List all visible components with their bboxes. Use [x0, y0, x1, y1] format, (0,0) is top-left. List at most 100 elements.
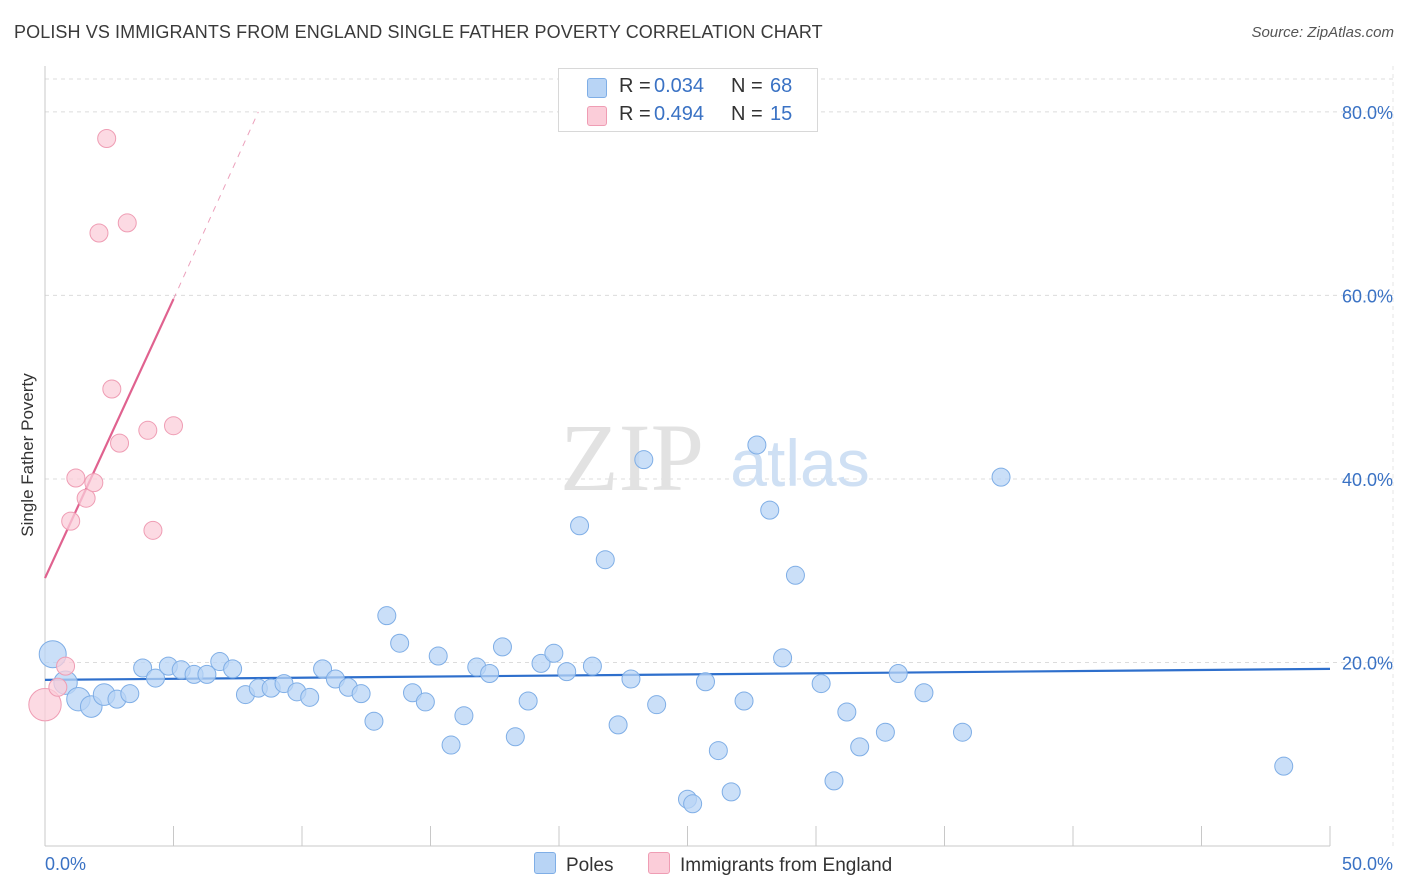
poles-point — [747, 435, 767, 455]
bottom-legend-poles: Poles — [534, 852, 614, 877]
poles-point — [197, 664, 217, 684]
england-point — [56, 656, 76, 676]
poles-point — [824, 771, 844, 791]
england-point — [117, 213, 137, 233]
poles-point — [518, 691, 538, 711]
legend-row-poles: R = 0.034 N = 68 — [559, 73, 817, 101]
poles-point — [760, 500, 780, 520]
poles-point — [595, 550, 615, 570]
poles-point — [557, 662, 577, 682]
poles-point — [377, 606, 397, 626]
chart-title: POLISH VS IMMIGRANTS FROM ENGLAND SINGLE… — [14, 22, 823, 42]
gridlines — [45, 66, 1394, 846]
watermark: ZIP atlas — [560, 404, 870, 511]
legend-r-value: 0.494 — [654, 103, 705, 125]
poles-point — [914, 683, 934, 703]
poles-point — [428, 646, 448, 666]
legend-n-label: N = — [731, 75, 763, 97]
poles-point — [773, 648, 793, 668]
poles-point — [415, 692, 435, 712]
poles-point — [647, 695, 667, 715]
poles-point — [811, 674, 831, 694]
poles-point — [734, 691, 754, 711]
y-tick-label: 80.0% — [1342, 103, 1393, 123]
poles-point — [683, 794, 703, 814]
poles-point — [403, 683, 423, 703]
legend-r-label: R = — [619, 103, 651, 125]
england-trend-extension — [173, 111, 259, 300]
y-tick-label: 60.0% — [1342, 286, 1393, 306]
poles-point — [875, 722, 895, 742]
poles-point — [582, 656, 602, 676]
y-tick-label: 40.0% — [1342, 470, 1393, 490]
legend-swatch-england — [587, 106, 607, 126]
watermark-atlas: atlas — [730, 426, 869, 500]
poles-point — [695, 672, 715, 692]
poles-point — [146, 668, 166, 688]
watermark-zip: ZIP — [560, 404, 704, 511]
bottom-legend-swatch-poles — [534, 852, 556, 874]
poles-point — [223, 659, 243, 679]
poles-point — [785, 565, 805, 585]
poles-point — [364, 711, 384, 731]
legend-n-value: 15 — [770, 103, 793, 125]
england-point — [48, 677, 68, 697]
x-tick-label: 0.0% — [45, 854, 86, 874]
poles-point — [544, 643, 564, 663]
england-point — [76, 488, 96, 508]
england-trend-line — [44, 298, 175, 579]
england-point — [110, 433, 130, 453]
poles-point — [505, 727, 525, 747]
poles-point — [300, 687, 320, 707]
poles-point — [351, 684, 371, 704]
england-point — [164, 416, 183, 436]
bottom-legend-label-poles: Poles — [566, 855, 614, 876]
poles-point — [850, 737, 870, 757]
england-point — [84, 473, 104, 493]
poles-point — [991, 467, 1011, 487]
poles-point — [708, 741, 728, 761]
poles-point — [390, 633, 410, 653]
legend-n-label: N = — [731, 103, 763, 125]
poles-point — [454, 706, 474, 726]
x-tick-label: 50.0% — [1342, 854, 1393, 874]
england-point — [66, 468, 86, 488]
poles-point — [441, 735, 461, 755]
poles-point — [621, 669, 641, 689]
poles-point — [837, 702, 857, 722]
legend-n-value: 68 — [770, 75, 793, 97]
correlation-legend: R = 0.034 N = 68 R = 0.494 N = 15 — [558, 68, 818, 132]
legend-swatch-poles — [587, 78, 607, 98]
poles-point — [313, 659, 333, 679]
poles-point — [721, 782, 741, 802]
england-point — [102, 379, 122, 399]
england-point — [89, 223, 109, 243]
poles-point — [1274, 756, 1294, 776]
poles-point — [120, 684, 140, 704]
source-label: Source: ZipAtlas.com — [1251, 24, 1394, 41]
poles-trend-line — [44, 667, 1331, 682]
bottom-legend-england: Immigrants from England — [648, 852, 892, 877]
poles-point — [492, 637, 512, 657]
y-axis-label: Single Father Poverty — [18, 373, 37, 537]
poles-point — [952, 722, 972, 742]
bottom-legend-swatch-england — [648, 852, 670, 874]
poles-point — [480, 663, 500, 683]
poles-point — [531, 653, 551, 673]
poles-point — [133, 658, 153, 678]
legend-row-england: R = 0.494 N = 15 — [559, 101, 817, 129]
data-points — [28, 128, 1294, 814]
poles-point — [608, 715, 628, 735]
poles-point — [634, 450, 654, 470]
bottom-legend-label-england: Immigrants from England — [680, 855, 893, 876]
england-point — [97, 128, 117, 148]
england-point — [28, 687, 62, 722]
y-tick-label: 20.0% — [1342, 653, 1393, 673]
poles-point — [888, 663, 908, 683]
tick-labels: 20.0% 40.0% 60.0% 80.0% 0.0% 50.0% — [45, 103, 1393, 874]
england-point — [143, 520, 163, 540]
england-point — [61, 511, 81, 531]
trend-lines — [44, 111, 1331, 682]
england-point — [138, 420, 158, 440]
